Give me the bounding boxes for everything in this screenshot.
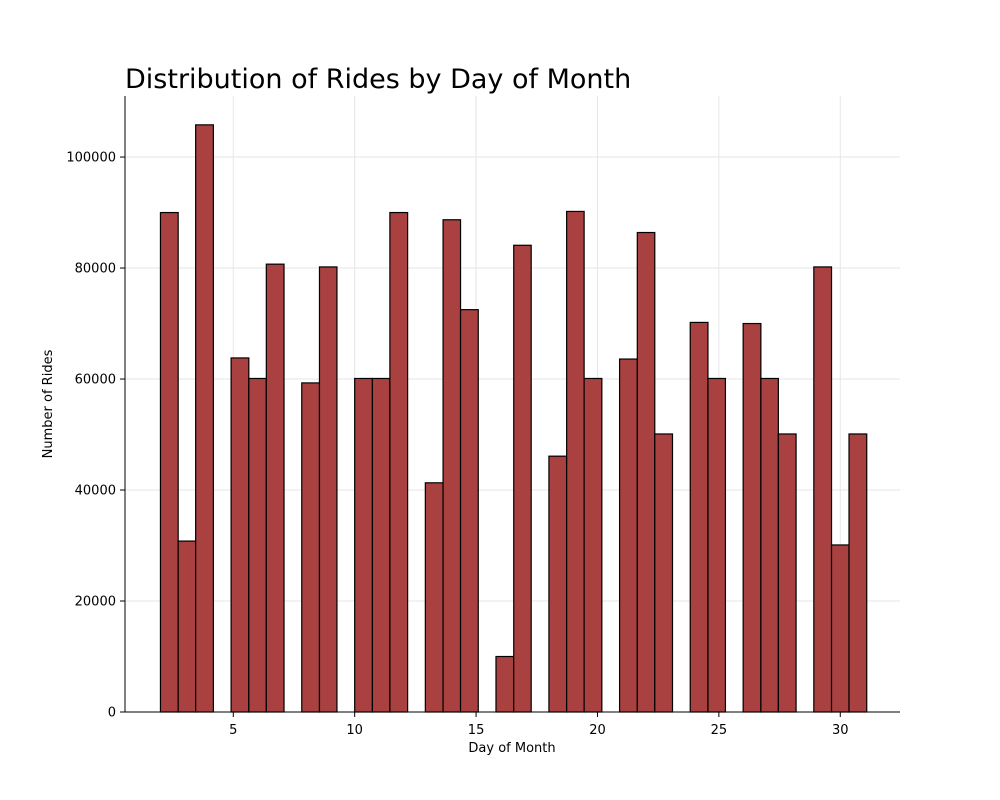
histogram-bar [707,377,727,713]
chart-title: Distribution of Rides by Day of Month [125,64,631,95]
histogram-bar [389,211,409,713]
histogram-bar [618,358,638,713]
histogram-bar [636,231,656,713]
y-tick-label: 80000 [75,262,116,277]
histogram-bar [583,377,603,713]
histogram-bar [459,309,479,713]
x-axis-label: Day of Month [468,741,555,756]
y-tick-label: 20000 [75,595,116,610]
histogram-bar [513,244,532,713]
histogram-bar [848,433,868,713]
histogram-bar [830,544,850,713]
histogram-bar [195,124,214,713]
y-tick-label: 100000 [66,151,116,166]
x-tick-label: 10 [346,723,363,738]
bars-layer [159,124,868,713]
histogram-bar [742,322,762,713]
histogram-bar [689,321,709,713]
histogram-bar [442,219,462,713]
x-tick-label: 15 [468,723,485,738]
axes-layer [124,96,900,713]
x-tick-label: 5 [229,723,237,738]
histogram-bar [777,433,797,713]
y-tick-label: 40000 [75,484,116,499]
histogram-bar [371,377,391,713]
histogram-bar [760,377,779,713]
histogram-bar [566,210,585,713]
histogram-bar [265,263,285,713]
histogram-bar [318,266,338,713]
histogram-bar [354,377,374,713]
histogram-bar [654,433,674,713]
y-tick-label: 60000 [75,373,116,388]
x-tick-label: 30 [832,723,849,738]
histogram-bar [301,382,321,713]
histogram-bar [495,655,515,713]
histogram-bar [813,266,833,713]
x-tick-label: 25 [711,723,728,738]
histogram-bar [424,482,444,713]
histogram-bar [159,211,179,713]
y-axis-label: Number of Rides [41,349,56,458]
histogram-bar [230,357,250,713]
ticks-layer: 5 10 15 20 25 30 0 20000 40000 60000 80000 100000 [66,151,848,738]
y-tick-label: 0 [108,706,116,721]
histogram-bar [248,377,267,713]
histogram-bar [548,455,568,713]
x-tick-label: 20 [589,723,606,738]
histogram-bar [177,540,197,713]
